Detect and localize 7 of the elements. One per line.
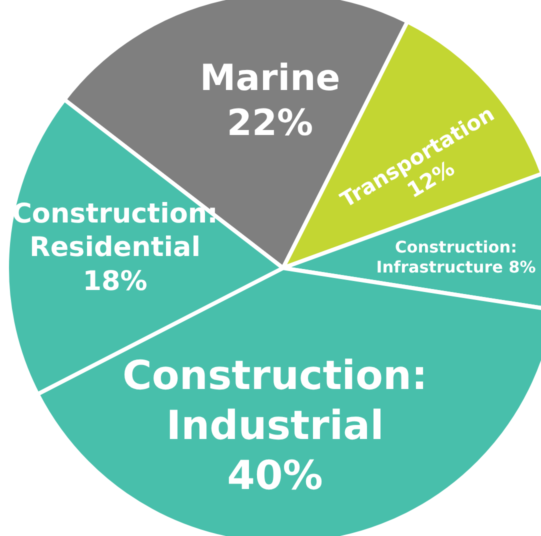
slice-label: Marine (200, 58, 340, 99)
slice-label: Construction: Residential (12, 198, 218, 264)
data-label: 40% (227, 452, 323, 499)
slice-label: Construction: Industrial (122, 352, 428, 449)
slice-label: Construction: Infrastructure 8% (376, 237, 536, 276)
data-label: 18% (82, 266, 148, 297)
data-label: 22% (226, 102, 314, 144)
